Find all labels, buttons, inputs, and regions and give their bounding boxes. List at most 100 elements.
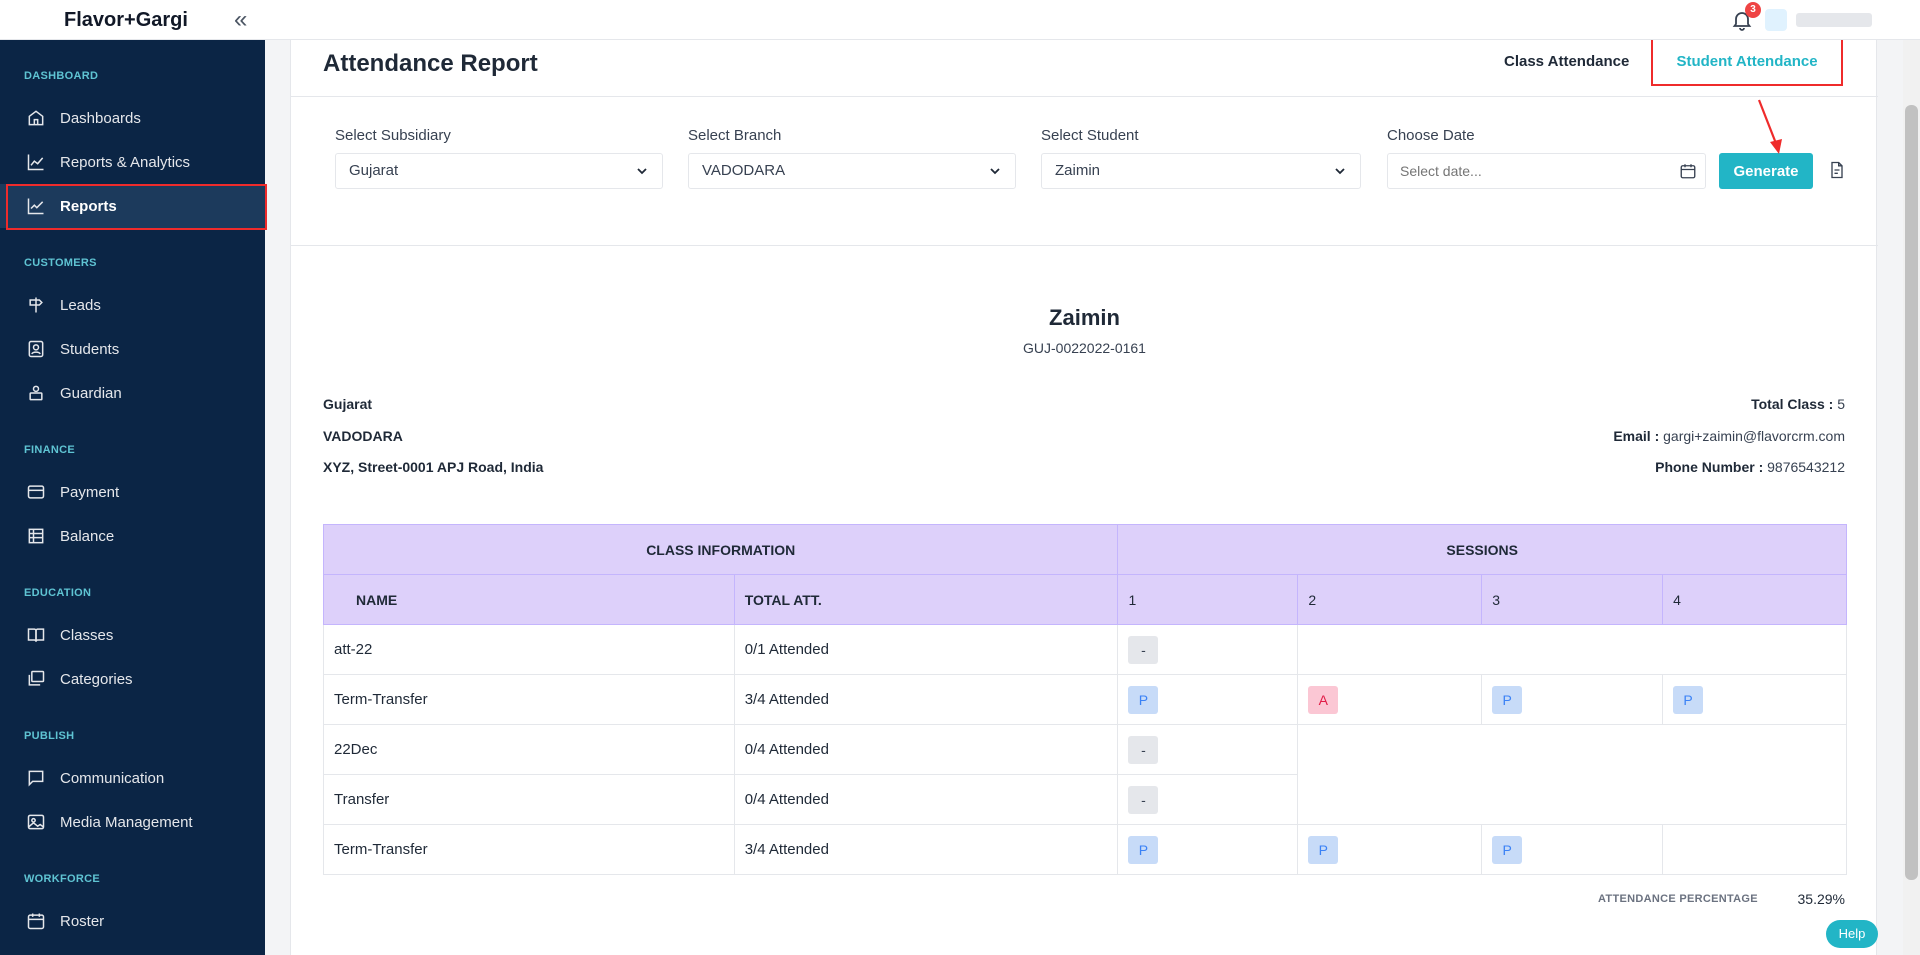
sidebar: DASHBOARD Dashboards Reports & Analytics… — [0, 40, 267, 955]
generate-button[interactable]: Generate — [1719, 153, 1813, 189]
empty-cell — [1297, 624, 1847, 675]
sessions-header: SESSIONS — [1117, 524, 1847, 575]
sidebar-item-roster[interactable]: Roster — [0, 899, 265, 943]
sidebar-item-classes[interactable]: Classes — [0, 613, 265, 657]
top-bar: Flavor+Gargi « 3 — [0, 0, 1920, 40]
sidebar-item-label: Guardian — [60, 384, 122, 402]
class-name: Transfer — [323, 774, 735, 825]
session-cell: P — [1117, 824, 1299, 875]
sidebar-item-reports[interactable]: Reports — [0, 184, 267, 230]
sidebar-item-label: Leads — [60, 296, 101, 314]
message-icon — [28, 770, 44, 787]
home-icon — [28, 110, 44, 126]
subsidiary-value: Gujarat — [349, 162, 399, 179]
sidebar-item-dashboards[interactable]: Dashboards — [0, 96, 265, 140]
student-name: Zaimin — [1049, 305, 1120, 330]
email-value: gargi+zaimin@flavorcrm.com — [1663, 428, 1845, 444]
phone-label: Phone Number : — [1655, 459, 1764, 475]
session-cell: - — [1117, 724, 1299, 775]
chevron-down-icon — [990, 168, 1000, 175]
sidebar-item-balance[interactable]: Balance — [0, 514, 265, 558]
session-badge[interactable]: P — [1128, 835, 1159, 864]
image-icon — [27, 814, 45, 830]
card-icon — [27, 485, 45, 499]
sidebar-item-leads[interactable]: Leads — [0, 283, 265, 327]
sidebar-section-customers: CUSTOMERS — [24, 257, 97, 269]
session-2-header: 2 — [1297, 574, 1483, 625]
name-column-header: NAME — [323, 574, 735, 625]
report-branch: VADODARA — [323, 428, 403, 444]
sidebar-item-label: Payment — [60, 483, 120, 501]
user-menu[interactable] — [1796, 13, 1872, 27]
subsidiary-select[interactable]: Gujarat — [335, 153, 663, 189]
branch-label: Select Branch — [688, 127, 782, 144]
session-cell: P — [1481, 674, 1664, 725]
class-name: att-22 — [323, 624, 735, 675]
total-attended: 0/1 Attended — [733, 624, 1119, 675]
session-badge[interactable]: P — [1492, 835, 1523, 864]
sidebar-item-categories[interactable]: Categories — [0, 657, 265, 701]
sidebar-item-students[interactable]: Students — [0, 327, 265, 371]
scrollbar-thumb[interactable] — [1905, 105, 1918, 880]
attendance-percentage-value: 35.29% — [1797, 891, 1845, 907]
sidebar-item-label: Communication — [60, 769, 165, 787]
session-badge[interactable]: A — [1308, 685, 1339, 714]
sidebar-section-dashboard: DASHBOARD — [24, 70, 99, 82]
tab-student-attendance[interactable]: Student Attendance — [1651, 37, 1843, 86]
total-class-info: Total Class : 5 — [1751, 396, 1845, 412]
total-attended: 3/4 Attended — [733, 824, 1119, 875]
divider — [291, 245, 1878, 246]
session-3-header: 3 — [1481, 574, 1664, 625]
brand-logo[interactable]: Flavor+Gargi — [64, 9, 188, 31]
session-4-header: 4 — [1662, 574, 1847, 625]
class-name: Term-Transfer — [323, 824, 735, 875]
session-badge[interactable]: P — [1673, 685, 1704, 714]
main-panel: Attendance Report Class Attendance Stude… — [290, 37, 1878, 955]
session-badge[interactable]: - — [1128, 635, 1159, 664]
chart-icon — [27, 154, 44, 171]
attendance-table: CLASS INFORMATION SESSIONS NAME TOTAL AT… — [322, 524, 1847, 875]
session-badge[interactable]: P — [1308, 835, 1339, 864]
sidebar-section-finance: FINANCE — [24, 444, 75, 456]
phone-info: Phone Number : 9876543212 — [1655, 459, 1845, 475]
sidebar-item-guardian[interactable]: Guardian — [0, 371, 265, 415]
student-label: Select Student — [1041, 127, 1139, 144]
calendar-icon — [27, 913, 45, 930]
session-1-header: 1 — [1117, 574, 1299, 625]
student-code: GUJ-0022022-0161 — [1023, 340, 1146, 356]
tab-class-attendance[interactable]: Class Attendance — [1504, 53, 1630, 70]
class-name: 22Dec — [323, 724, 735, 775]
calendar-icon[interactable] — [1679, 162, 1697, 180]
layers-icon — [28, 670, 45, 686]
table-row: 22Dec 0/4 Attended - — [323, 724, 1847, 825]
collapse-sidebar-icon[interactable]: « — [234, 6, 248, 33]
student-select[interactable]: Zaimin — [1041, 153, 1361, 189]
total-class-value: 5 — [1837, 396, 1845, 412]
session-badge[interactable]: P — [1492, 685, 1523, 714]
export-document-icon[interactable] — [1827, 160, 1847, 180]
chart-line-icon — [27, 198, 44, 215]
session-badge[interactable]: - — [1128, 785, 1159, 814]
total-class-label: Total Class : — [1751, 396, 1834, 412]
table-row: Term-Transfer 3/4 Attended P A P P — [323, 674, 1847, 725]
email-label: Email : — [1613, 428, 1660, 444]
date-input[interactable] — [1387, 153, 1706, 189]
sidebar-section-education: EDUCATION — [24, 587, 92, 599]
session-badge[interactable]: - — [1128, 735, 1159, 764]
session-cell: - — [1117, 624, 1299, 675]
sidebar-item-reports-analytics[interactable]: Reports & Analytics — [0, 140, 265, 184]
sidebar-item-media-management[interactable]: Media Management — [0, 800, 265, 844]
help-button[interactable]: Help — [1826, 920, 1878, 948]
branch-select[interactable]: VADODARA — [688, 153, 1016, 189]
signpost-icon — [29, 297, 43, 313]
avatar[interactable] — [1765, 9, 1787, 31]
sidebar-item-payment[interactable]: Payment — [0, 470, 265, 514]
highlight-box — [6, 184, 267, 230]
bell-icon[interactable] — [1730, 8, 1754, 32]
session-badge[interactable]: P — [1128, 685, 1159, 714]
session-cell: P — [1117, 674, 1299, 725]
total-attended: 3/4 Attended — [733, 674, 1119, 725]
divider — [291, 96, 1878, 97]
sidebar-item-communication[interactable]: Communication — [0, 756, 265, 800]
report-address: XYZ, Street-0001 APJ Road, India — [323, 459, 544, 475]
